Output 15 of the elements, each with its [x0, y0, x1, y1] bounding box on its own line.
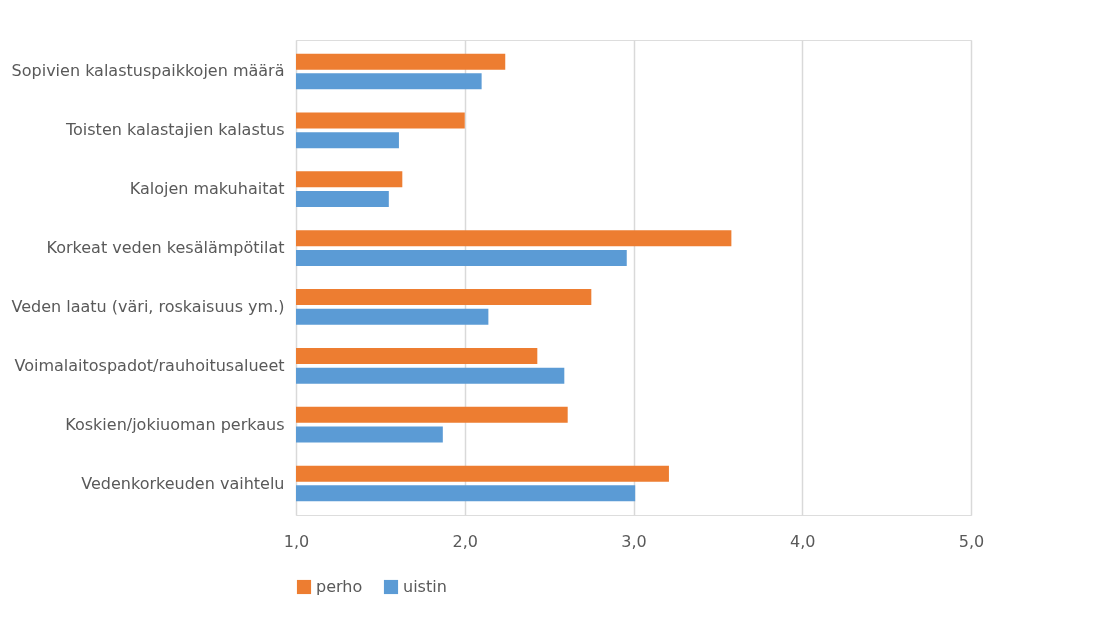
y-tick-label: Koskien/jokiuoman perkaus [65, 414, 285, 434]
y-tick-label: Voimalaitospadot/rauhoitusalueet [14, 355, 285, 375]
y-tick-label: Korkeat veden kesälämpötilat [46, 238, 285, 258]
x-tick-label: 2,0 [452, 531, 478, 551]
x-tick-label: 4,0 [790, 531, 816, 551]
y-tick-label: Toisten kalastajien kalastus [64, 120, 285, 140]
legend-label: uistin [403, 577, 447, 596]
x-tick-label: 1,0 [283, 531, 310, 551]
x-tick-label: 5,0 [958, 531, 985, 551]
y-tick-label: Kalojen makuhaitat [129, 179, 285, 199]
x-tick-label: 3,0 [621, 531, 647, 551]
y-tick-label: Veden laatu (väri, roskaisuus ym.) [11, 296, 285, 316]
y-tick-label: Vedenkorkeuden vaihtelu [81, 473, 285, 493]
legend-label: perho [316, 577, 363, 596]
y-tick-label: Sopivien kalastuspaikkojen määrä [11, 61, 285, 81]
